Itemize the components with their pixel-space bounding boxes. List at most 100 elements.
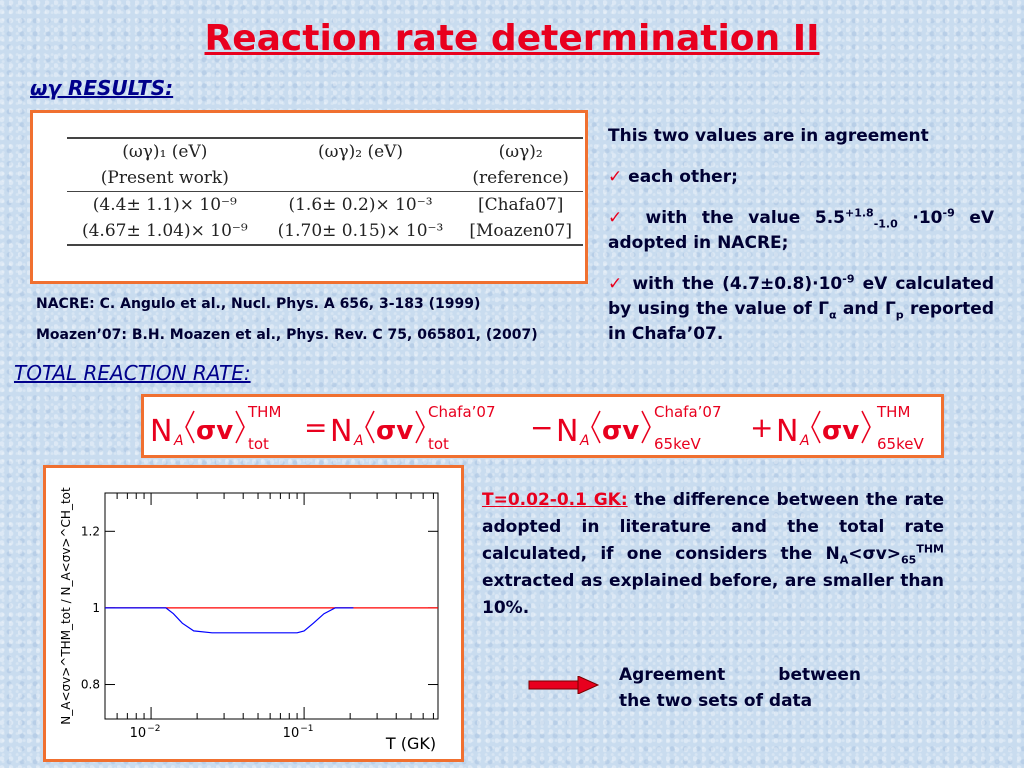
rate-formula: N A σv THM tot = N A σv Chafa’07 tot − N… [150, 403, 924, 453]
x-tick-exponent: −1 [300, 724, 313, 734]
x-tick-label: 10−1 [283, 724, 314, 741]
formula-n: N [556, 414, 578, 449]
bracket-left [365, 410, 375, 444]
agreement-intro: This two values are in agreement [608, 126, 929, 146]
formula-a: A [173, 433, 184, 449]
conclusion-line: the two sets of data [619, 691, 813, 711]
formula-a: A [353, 433, 364, 449]
subscript: α [828, 308, 837, 322]
reference-moazen: Moazen’07: B.H. Moazen et al., Phys. Rev… [36, 327, 538, 343]
y-tick-label: 1 [92, 601, 100, 615]
formula-operator: + [750, 411, 773, 444]
formula-box: N A σv THM tot = N A σv Chafa’07 tot − N… [141, 394, 944, 458]
y-axis-label: N_A<σv>^THM_tot / N_A<σv>^CH_tot [59, 487, 73, 725]
agreement-text: This two values are in agreement ✓ each … [608, 124, 994, 363]
bracket-left [185, 410, 195, 444]
formula-sigmav: σv [196, 416, 233, 446]
conclusion-line: Agreement between [619, 665, 861, 685]
formula-sigmav: σv [376, 416, 413, 446]
y-tick-label: 1.2 [81, 524, 100, 538]
formula-sigmav: σv [822, 416, 859, 446]
note-text: <σv> [848, 544, 902, 564]
formula-operator: − [530, 411, 553, 444]
formula-a: A [799, 433, 810, 449]
table-cell: (4.4± 1.1)× 10⁻⁹ [67, 191, 263, 218]
bracket-left [591, 410, 601, 444]
formula-sub: 65keV [654, 435, 701, 453]
agreement-item-text: reported in Chafa’07. [608, 299, 994, 344]
formula-sub: tot [428, 435, 449, 453]
temperature-range: T=0.02-0.1 GK: [482, 490, 628, 510]
agreement-item-text: each other; [628, 167, 738, 187]
superscript: +1.8 [845, 206, 874, 220]
agreement-item-text: and Γ [842, 299, 896, 319]
superscript: -9 [842, 272, 855, 286]
checkmark-icon: ✓ [608, 167, 623, 187]
agreement-item: ✓ each other; [608, 165, 994, 190]
table-header-cell: (Present work) [100, 168, 229, 188]
bracket-left [811, 410, 821, 444]
formula-operator: = [304, 411, 327, 444]
table-cell: [Moazen07] [458, 218, 583, 246]
formula-a: A [579, 433, 590, 449]
right-arrow-icon [528, 676, 600, 694]
formula-sup: THM [876, 403, 910, 421]
bracket-right [641, 410, 651, 444]
agreement-item: ✓ with the (4.7±0.8)·10-9 eV calculated … [608, 272, 994, 347]
bracket-right [415, 410, 425, 444]
checkmark-icon: ✓ [608, 208, 631, 228]
agreement-item-text: with the value 5.5 [645, 208, 845, 228]
subscript: -1.0 [873, 217, 898, 231]
formula-n: N [776, 414, 798, 449]
superscript: -9 [942, 206, 955, 220]
table-header-row: (Present work) (reference) [67, 165, 583, 192]
wy-results-heading: ωγ RESULTS: [30, 76, 174, 100]
formula-sup: THM [247, 403, 281, 421]
subscript: A [839, 553, 849, 567]
subscript: 65 [901, 553, 917, 567]
superscript: THM [916, 542, 944, 556]
note-text: extracted as explained before, are small… [482, 571, 944, 618]
table-cell: (4.67± 1.04)× 10⁻⁹ [67, 218, 263, 246]
table-cell: [Chafa07] [458, 191, 583, 218]
table-row: (4.4± 1.1)× 10⁻⁹ (1.6± 0.2)× 10⁻³ [Chafa… [67, 191, 583, 218]
checkmark-icon: ✓ [608, 274, 625, 294]
formula-sup: Chafa’07 [428, 403, 496, 421]
table-cell: (1.70± 0.15)× 10⁻³ [262, 218, 459, 246]
series-line [105, 607, 354, 634]
table-header-cell: (ωγ)₂ [458, 137, 583, 165]
y-tick-label: 0.8 [81, 678, 100, 692]
table-header-cell: (ωγ)₁ (eV) [67, 137, 263, 165]
results-table-frame: (ωγ)₁ (eV) (ωγ)₂ (eV) (ωγ)₂ (Present wor… [30, 110, 588, 284]
agreement-item-text: with the (4.7±0.8)·10 [632, 274, 843, 294]
x-axis-label: T (GK) [385, 734, 436, 753]
reference-nacre: NACRE: C. Angulo et al., Nucl. Phys. A 6… [36, 296, 481, 312]
formula-sigmav: σv [602, 416, 639, 446]
temperature-note: T=0.02-0.1 GK: the difference between th… [482, 487, 944, 622]
ratio-chart-frame: 0.8 1 1.2 10−2 10−1 T (GK) N_A<σv>^THM_tot /… [43, 465, 464, 762]
table-header-cell [263, 165, 459, 192]
formula-sub: tot [248, 435, 269, 453]
agreement-item: ✓ with the value 5.5+1.8-1.0 ·10-9 eV ad… [608, 206, 994, 256]
results-table: (ωγ)₁ (eV) (ωγ)₂ (eV) (ωγ)₂ (Present wor… [67, 137, 583, 246]
table-header-row: (ωγ)₁ (eV) (ωγ)₂ (eV) (ωγ)₂ [67, 137, 583, 165]
bracket-right [235, 410, 245, 444]
subscript: p [895, 308, 904, 322]
table-cell: (1.6± 0.2)× 10⁻³ [262, 191, 459, 218]
x-tick-label: 10−2 [130, 724, 161, 741]
x-tick-exponent: −2 [147, 724, 160, 734]
agreement-item-text: eV adopted in NACRE; [608, 208, 995, 253]
agreement-item-text: eV calculated by using the value of Γ [608, 274, 994, 319]
conclusion-text: Agreement between the two sets of data [619, 662, 861, 714]
total-reaction-rate-heading: TOTAL REACTION RATE: [14, 361, 251, 385]
note-text: the difference between the rate adopted … [482, 490, 944, 564]
table-row: (4.67± 1.04)× 10⁻⁹ (1.70± 0.15)× 10⁻³ [M… [67, 218, 583, 246]
page-title: Reaction rate determination II [204, 18, 820, 59]
formula-n: N [150, 414, 172, 449]
formula-sup: Chafa’07 [654, 403, 722, 421]
table-header-cell: (ωγ)₂ (eV) [262, 137, 459, 165]
formula-sub: 65keV [877, 435, 924, 453]
formula-n: N [330, 414, 352, 449]
ratio-chart: 0.8 1 1.2 10−2 10−1 T (GK) N_A<σv>^THM_tot /… [59, 487, 439, 753]
bracket-right [861, 410, 871, 444]
